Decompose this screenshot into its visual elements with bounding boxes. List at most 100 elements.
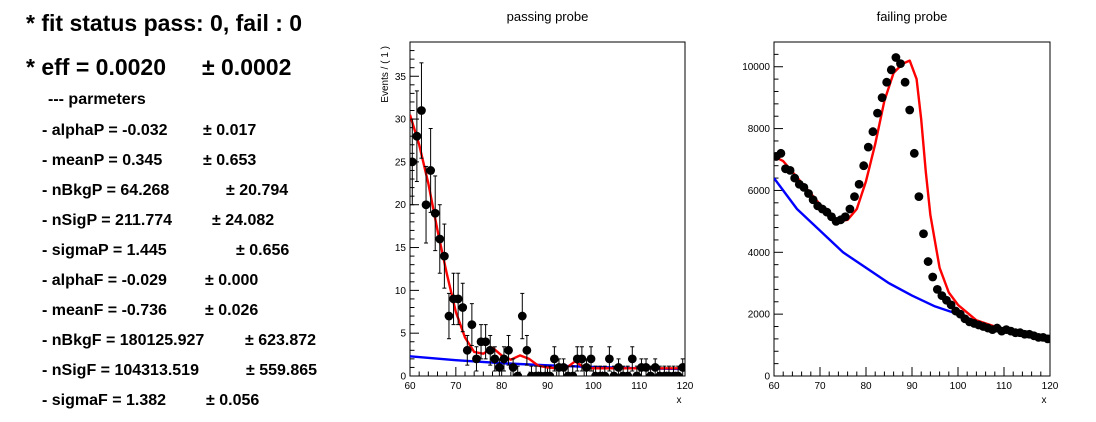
parameter-label: - meanF = -0.736 (42, 302, 167, 319)
data-point (873, 108, 882, 118)
data-point (678, 363, 685, 372)
data-point (808, 195, 818, 205)
data-point (891, 53, 901, 62)
x-axis-label: x (677, 395, 682, 406)
data-point (840, 212, 850, 222)
data-point (868, 127, 878, 137)
data-point (412, 131, 422, 141)
chart-title: passing probe (507, 9, 589, 24)
data-point (641, 363, 651, 372)
parameter-error: ± 0.656 (236, 242, 290, 259)
data-point (600, 371, 610, 376)
x-tick-label: 120 (677, 381, 694, 392)
fit-status-text: * fit status pass: 0, fail : 0 (26, 10, 303, 36)
parameter-label: - meanP = 0.345 (42, 152, 163, 169)
data-point (435, 234, 445, 244)
data-point (430, 208, 440, 218)
data-point (586, 354, 596, 364)
total-fit-curve (410, 114, 685, 370)
data-point (859, 161, 869, 171)
data-point (900, 77, 910, 87)
data-point (928, 272, 938, 282)
y-tick-label: 8000 (748, 124, 771, 135)
chart-title: failing probe (877, 9, 948, 24)
data-point (522, 345, 532, 355)
data-point (417, 106, 426, 115)
parameter-error: ± 0.000 (205, 272, 259, 289)
data-point (462, 345, 472, 355)
y-tick-label: 10000 (742, 62, 770, 73)
x-tick-label: 90 (542, 381, 554, 392)
failing-probe-plot: failing probe 60 70 80 90 100 110 120 x 0 2000 4000… (742, 9, 1059, 406)
parameter-error: ± 623.872 (245, 332, 317, 349)
data-point (804, 189, 813, 198)
data-point (627, 354, 637, 364)
x-tick-label: 60 (768, 381, 780, 392)
data-point (863, 142, 873, 152)
plot-area (410, 62, 685, 376)
data-point (905, 105, 915, 115)
efficiency-error: ± 0.0002 (202, 54, 292, 80)
parameter-label: - alphaP = -0.032 (42, 122, 168, 139)
parameter-label: - nSigF = 104313.519 (42, 362, 199, 379)
x-tick-label: 70 (450, 381, 462, 392)
x-tick-label: 120 (1042, 381, 1059, 392)
x-axis-label: x (1042, 395, 1047, 406)
x-tick-label: 110 (996, 381, 1012, 392)
data-point (499, 354, 509, 364)
y-tick-label: 20 (395, 200, 407, 211)
parameter-error: ± 20.794 (226, 182, 289, 199)
data-point (673, 371, 683, 376)
parameter-label: - alphaF = -0.029 (42, 272, 167, 289)
data-point (458, 303, 468, 312)
data-point (854, 179, 864, 189)
data-point (545, 371, 555, 376)
data-point (609, 371, 619, 376)
y-tick-label: 35 (395, 72, 407, 83)
data-point (886, 65, 896, 75)
x-tick-label: 110 (631, 381, 647, 392)
data-point (444, 311, 454, 321)
parameter-error: ± 0.017 (203, 122, 257, 139)
x-tick-label: 60 (404, 381, 416, 392)
parameter-label: - nBkgF = 180125.927 (42, 332, 205, 349)
data-point (614, 363, 623, 372)
parameter-error: ± 24.082 (212, 212, 275, 229)
data-point (494, 363, 504, 372)
data-point (549, 354, 559, 364)
data-point (490, 354, 500, 364)
data-point (426, 166, 436, 175)
data-point (850, 192, 859, 202)
x-tick-label: 70 (814, 381, 826, 392)
data-point (410, 157, 417, 167)
plot-area (774, 53, 1050, 344)
plot-frame (409, 41, 686, 377)
x-tick-label: 80 (496, 381, 508, 392)
y-tick-label: 4000 (748, 248, 771, 259)
data-point (632, 371, 642, 376)
efficiency-value: * eff = 0.0020 (26, 54, 167, 80)
data-point (790, 173, 800, 183)
y-tick-label: 0 (764, 372, 770, 383)
parameter-label: - sigmaP = 1.445 (42, 242, 167, 259)
data-point (559, 363, 568, 372)
data-point (799, 182, 809, 192)
data-point (513, 371, 523, 376)
data-point (472, 354, 481, 364)
parameter-error: ± 0.056 (206, 392, 260, 409)
x-tick-label: 90 (906, 381, 918, 392)
parameter-label: - nSigP = 211.774 (42, 212, 173, 229)
data-point (467, 320, 477, 330)
data-point (785, 165, 795, 175)
data-point (646, 371, 656, 376)
data-point (481, 337, 491, 347)
data-point (909, 148, 919, 158)
data-point (919, 229, 928, 239)
data-point (896, 59, 905, 69)
data-point (650, 363, 660, 372)
data-point (946, 300, 956, 310)
data-point (932, 285, 942, 294)
y-tick-label: 2000 (748, 310, 771, 321)
data-point (776, 148, 786, 158)
data-point (914, 192, 924, 202)
